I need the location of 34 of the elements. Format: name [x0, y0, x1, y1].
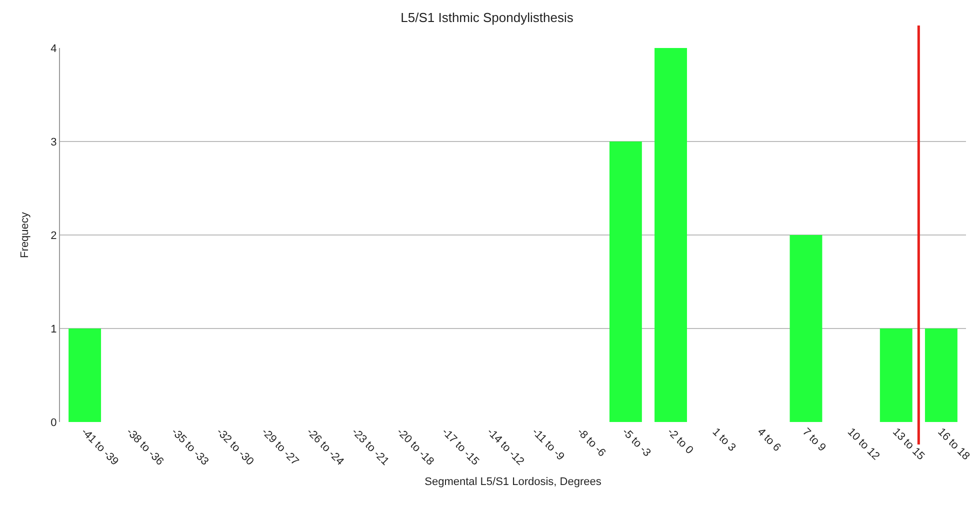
- bar: [68, 328, 102, 422]
- x-tick-label: 4 to 6: [754, 426, 783, 454]
- x-tick-label: -38 to -36: [124, 426, 166, 468]
- x-tick-label: -17 to -15: [439, 426, 482, 468]
- x-tick-label: -35 to -33: [168, 426, 211, 468]
- x-tick-label: -29 to -27: [259, 426, 301, 468]
- x-tick-label: -2 to 0: [664, 426, 696, 457]
- x-axis-title: Segmental L5/S1 Lordosis, Degrees: [424, 476, 602, 488]
- y-tick-label: 2: [50, 230, 57, 242]
- y-tick-label: 0: [50, 416, 57, 429]
- x-tick-label: -14 to -12: [484, 426, 526, 468]
- bar: [790, 235, 822, 422]
- y-tick-label: 1: [50, 323, 57, 336]
- x-tick-label: -32 to -30: [214, 426, 256, 468]
- x-tick-label: 13 to 15: [890, 426, 927, 463]
- x-tick-label: -41 to -39: [78, 426, 121, 468]
- bar: [880, 328, 912, 422]
- x-tick-label: -8 to -6: [574, 426, 608, 460]
- x-tick-label: 16 to 18: [935, 426, 972, 463]
- x-tick-label: -5 to -3: [620, 426, 653, 460]
- x-tick-label: -26 to -24: [304, 426, 346, 468]
- y-tick-label: 3: [50, 136, 57, 148]
- x-tick-label: 1 to 3: [710, 426, 738, 454]
- bar: [924, 328, 958, 422]
- x-tick-label: -20 to -18: [394, 426, 436, 468]
- chart-title: L5/S1 Isthmic Spondylisthesis: [400, 10, 574, 25]
- x-tick-label: 7 to 9: [800, 426, 828, 454]
- x-tick-label: -23 to -21: [349, 426, 392, 468]
- bar: [609, 142, 642, 422]
- x-tick-label: 10 to 12: [845, 426, 882, 463]
- bar: [654, 48, 687, 422]
- x-tick-label: -11 to -9: [530, 426, 566, 463]
- y-tick-label: 4: [50, 42, 57, 55]
- y-axis-title: Frequecy: [19, 212, 31, 258]
